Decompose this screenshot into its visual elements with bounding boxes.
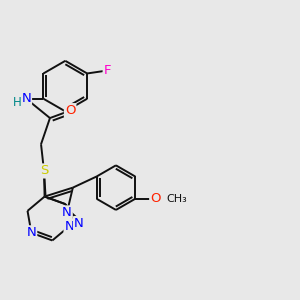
Text: N: N — [26, 226, 36, 239]
Text: S: S — [40, 164, 48, 178]
Text: H: H — [13, 96, 22, 109]
Text: O: O — [150, 192, 161, 205]
Text: O: O — [65, 104, 75, 117]
Text: CH₃: CH₃ — [167, 194, 188, 204]
Text: N: N — [21, 92, 31, 105]
Text: N: N — [74, 217, 84, 230]
Text: N: N — [62, 206, 72, 219]
Text: F: F — [103, 64, 111, 77]
Text: N: N — [64, 220, 74, 232]
